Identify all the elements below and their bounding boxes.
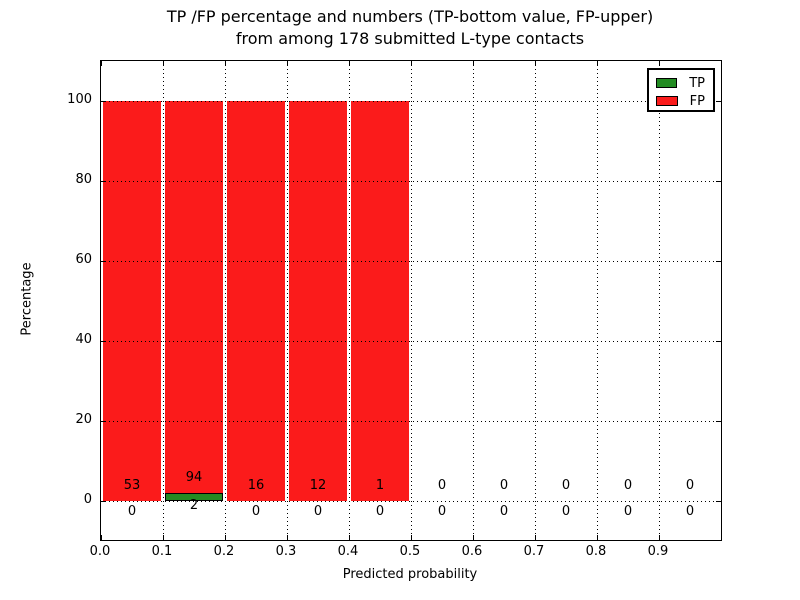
gridline-vertical (473, 61, 474, 540)
fp-count-label: 0 (685, 478, 695, 493)
tp-count-label: 0 (561, 504, 571, 519)
x-tick-mark-top (163, 61, 164, 66)
fp-count-label: 0 (561, 478, 571, 493)
tp-count-label: 0 (685, 504, 695, 519)
x-tick-mark-bottom (473, 535, 474, 540)
y-tick-mark-right (716, 421, 721, 422)
legend-label: TP (689, 75, 705, 91)
x-tick-label: 0.9 (647, 544, 669, 559)
y-tick-label: 0 (83, 492, 92, 507)
x-tick-label: 0.6 (461, 544, 483, 559)
fp-count-label: 94 (185, 469, 203, 485)
fp-count-label: 12 (309, 478, 327, 493)
tp-count-label: 0 (127, 504, 137, 519)
y-tick-label: 80 (75, 172, 92, 187)
y-tick-mark-right (716, 101, 721, 102)
x-tick-mark-bottom (659, 535, 660, 540)
chart-title: TP /FP percentage and numbers (TP-bottom… (100, 6, 720, 50)
x-tick-mark-bottom (597, 535, 598, 540)
x-tick-mark-bottom (411, 535, 412, 540)
fp-count-label: 16 (247, 478, 265, 493)
x-tick-mark-top (411, 61, 412, 66)
chart-title-line1: TP /FP percentage and numbers (TP-bottom… (166, 7, 654, 26)
bar-segment-tp (165, 492, 223, 501)
y-tick-mark-right (716, 261, 721, 262)
tp-count-label: 0 (251, 504, 261, 519)
x-tick-mark-top (101, 61, 102, 66)
x-tick-label: 0.2 (213, 544, 235, 559)
x-tick-mark-top (287, 61, 288, 66)
legend-swatch-tp-icon (656, 78, 678, 88)
y-tick-mark-left (101, 101, 106, 102)
tp-count-label: 0 (499, 504, 509, 519)
fp-count-label: 0 (499, 478, 509, 493)
gridline-vertical (225, 61, 226, 540)
legend-row: FP (656, 92, 705, 110)
x-tick-mark-bottom (349, 535, 350, 540)
x-tick-mark-bottom (535, 535, 536, 540)
fp-count-label: 0 (623, 478, 633, 493)
x-tick-label: 0.5 (399, 544, 421, 559)
x-tick-label: 0.0 (89, 544, 111, 559)
x-tick-mark-top (473, 61, 474, 66)
y-tick-label: 40 (75, 332, 92, 347)
tp-count-label: 0 (437, 504, 447, 519)
fp-count-label: 53 (123, 478, 141, 493)
legend-label: FP (689, 93, 705, 109)
gridline-vertical (287, 61, 288, 540)
x-tick-label: 0.8 (585, 544, 607, 559)
legend-swatch-fp-icon (656, 96, 678, 106)
fp-count-label: 1 (375, 478, 385, 493)
y-tick-mark-left (101, 261, 106, 262)
tp-count-label: 0 (313, 504, 323, 519)
bar-segment-fp (351, 101, 409, 501)
x-tick-label: 0.3 (275, 544, 297, 559)
gridline-vertical (163, 61, 164, 540)
x-tick-mark-top (225, 61, 226, 66)
y-tick-mark-right (716, 501, 721, 502)
x-tick-mark-top (535, 61, 536, 66)
x-tick-mark-top (597, 61, 598, 66)
gridline-vertical (535, 61, 536, 540)
x-tick-mark-bottom (225, 535, 226, 540)
gridline-vertical (597, 61, 598, 540)
bar-segment-fp (289, 101, 347, 501)
y-tick-mark-left (101, 341, 106, 342)
y-tick-mark-left (101, 181, 106, 182)
x-tick-mark-bottom (163, 535, 164, 540)
y-tick-mark-right (716, 341, 721, 342)
legend: TP FP (647, 68, 715, 112)
chart-title-line2: from among 178 submitted L-type contacts (235, 29, 585, 48)
y-tick-mark-left (101, 501, 106, 502)
x-tick-mark-top (659, 61, 660, 66)
tp-count-label: 0 (375, 504, 385, 519)
x-tick-mark-top (349, 61, 350, 66)
plot-area: TP FP 53 0 94 2 16 0 12 0 1 0 0 0 0 0 0 0 0 0 0 0 (100, 60, 722, 541)
gridline-vertical (411, 61, 412, 540)
x-axis-label: Predicted probability (342, 567, 478, 582)
y-tick-label: 100 (67, 92, 92, 107)
bar-segment-fp (227, 101, 285, 501)
y-axis-label: Percentage (19, 262, 35, 336)
y-tick-mark-left (101, 421, 106, 422)
x-tick-label: 0.1 (151, 544, 173, 559)
tp-count-label: 2 (189, 498, 199, 513)
bar-segment-fp (103, 101, 161, 501)
gridline-vertical (349, 61, 350, 540)
fp-count-label: 0 (437, 478, 447, 493)
x-tick-mark-bottom (101, 535, 102, 540)
y-tick-label: 20 (75, 412, 92, 427)
x-tick-label: 0.7 (523, 544, 545, 559)
tp-count-label: 0 (623, 504, 633, 519)
x-tick-label: 0.4 (337, 544, 359, 559)
legend-row: TP (656, 74, 705, 92)
y-tick-label: 60 (75, 252, 92, 267)
gridline-vertical (659, 61, 660, 540)
bar-segment-fp (165, 101, 223, 493)
x-tick-mark-bottom (287, 535, 288, 540)
y-tick-mark-right (716, 181, 721, 182)
